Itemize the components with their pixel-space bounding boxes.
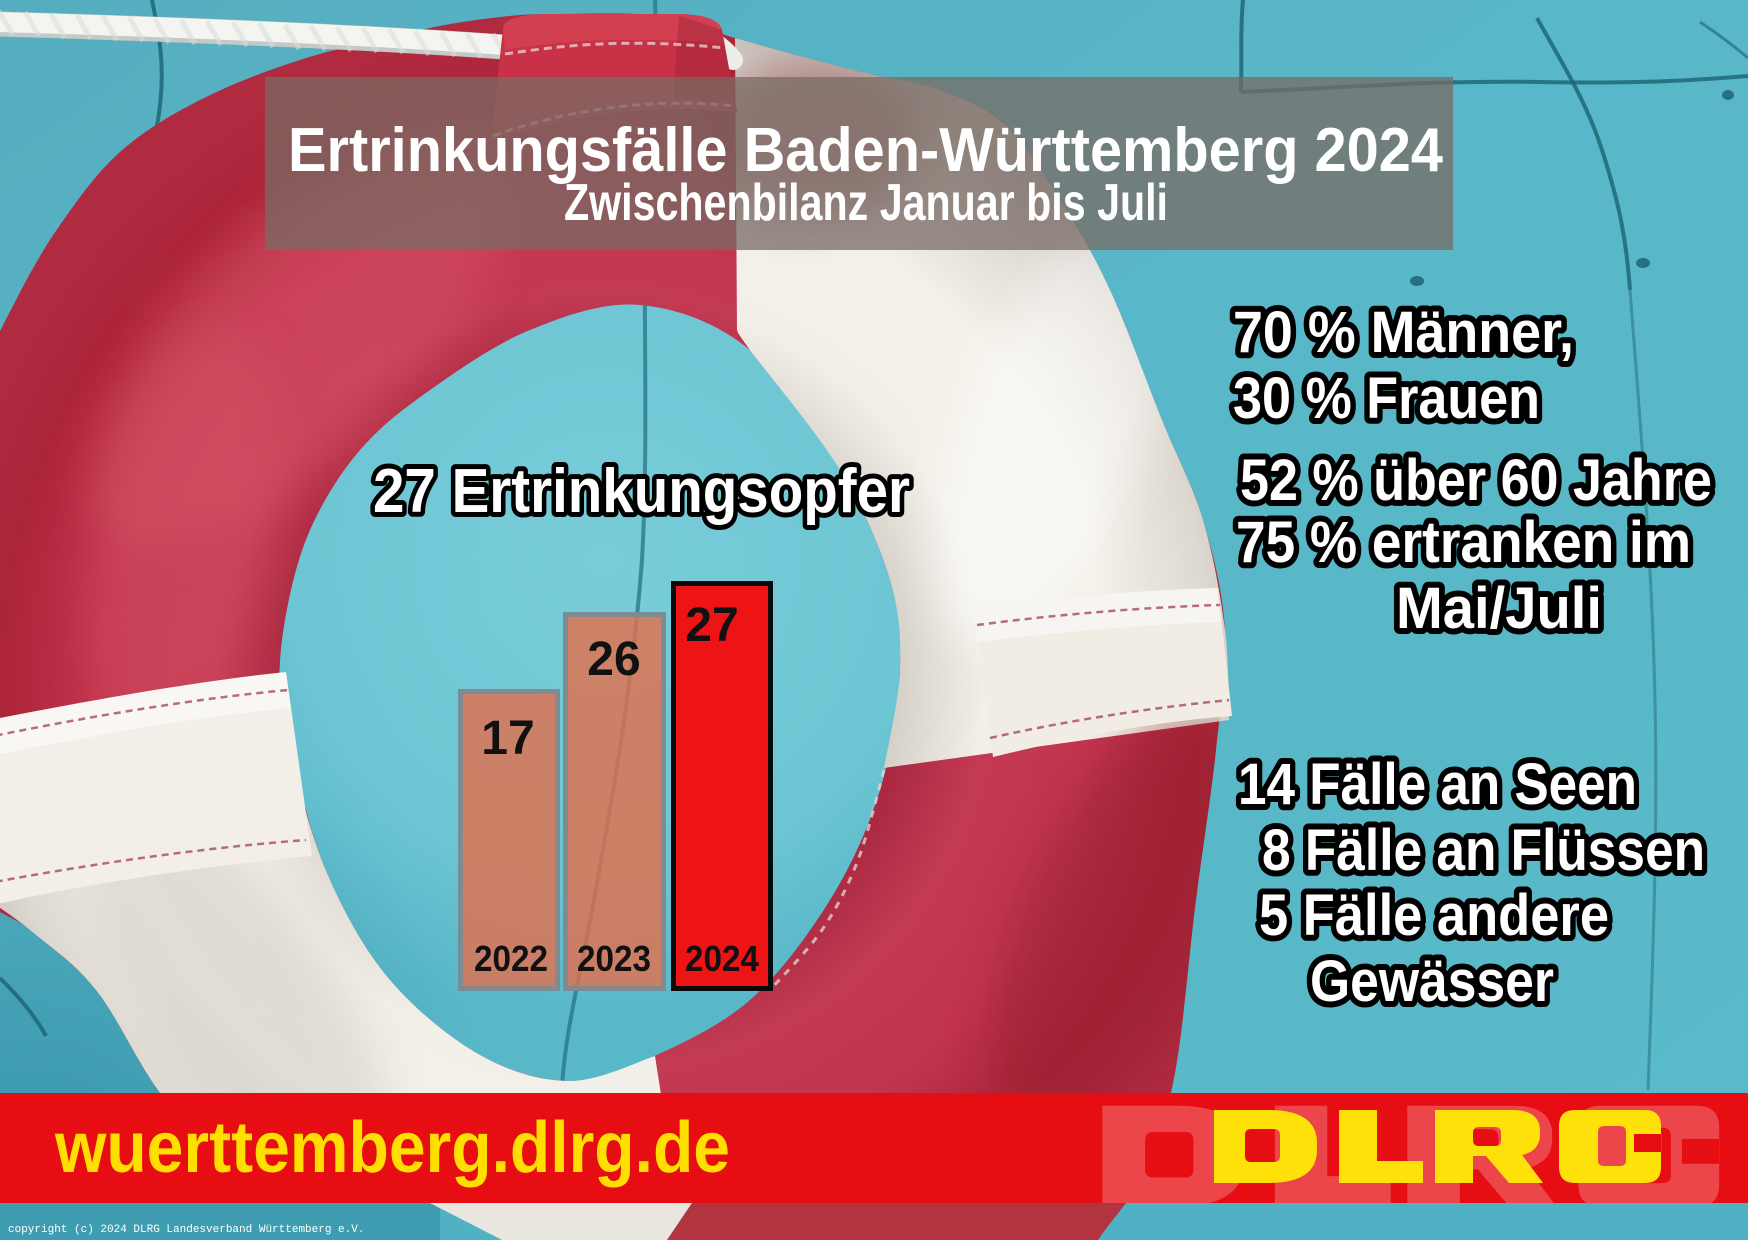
- svg-text:2022: 2022: [474, 938, 548, 979]
- svg-text:Zwischenbilanz Januar bis Juli: Zwischenbilanz Januar bis Juli: [564, 174, 1168, 232]
- svg-text:Mai/Juli: Mai/Juli: [1396, 576, 1602, 641]
- svg-text:17: 17: [481, 712, 534, 765]
- svg-text:75 % ertranken im: 75 % ertranken im: [1236, 510, 1691, 575]
- svg-text:8 Fälle an Flüssen: 8 Fälle an Flüssen: [1262, 818, 1705, 883]
- svg-text:Ertrinkungsfälle Baden-Württem: Ertrinkungsfälle Baden-Württemberg 2024: [288, 116, 1443, 185]
- svg-text:26: 26: [587, 633, 640, 686]
- svg-text:27 Ertrinkungsopfer: 27 Ertrinkungsopfer: [373, 457, 910, 526]
- svg-text:52 % über 60 Jahre: 52 % über 60 Jahre: [1240, 448, 1712, 513]
- svg-text:70 % Männer,: 70 % Männer,: [1233, 300, 1574, 365]
- svg-text:14 Fälle an Seen: 14 Fälle an Seen: [1238, 752, 1637, 817]
- svg-text:30 % Frauen: 30 % Frauen: [1233, 366, 1540, 431]
- svg-text:2024: 2024: [685, 938, 759, 979]
- svg-text:2023: 2023: [577, 938, 651, 979]
- svg-text:27: 27: [685, 599, 738, 652]
- svg-text:Gewässer: Gewässer: [1310, 949, 1554, 1014]
- svg-text:5 Fälle andere: 5 Fälle andere: [1259, 883, 1609, 948]
- svg-text:copyright (c) 2024 DLRG Landes: copyright (c) 2024 DLRG Landesverband Wü…: [8, 1224, 364, 1236]
- svg-text:wuerttemberg.dlrg.de: wuerttemberg.dlrg.de: [54, 1108, 730, 1188]
